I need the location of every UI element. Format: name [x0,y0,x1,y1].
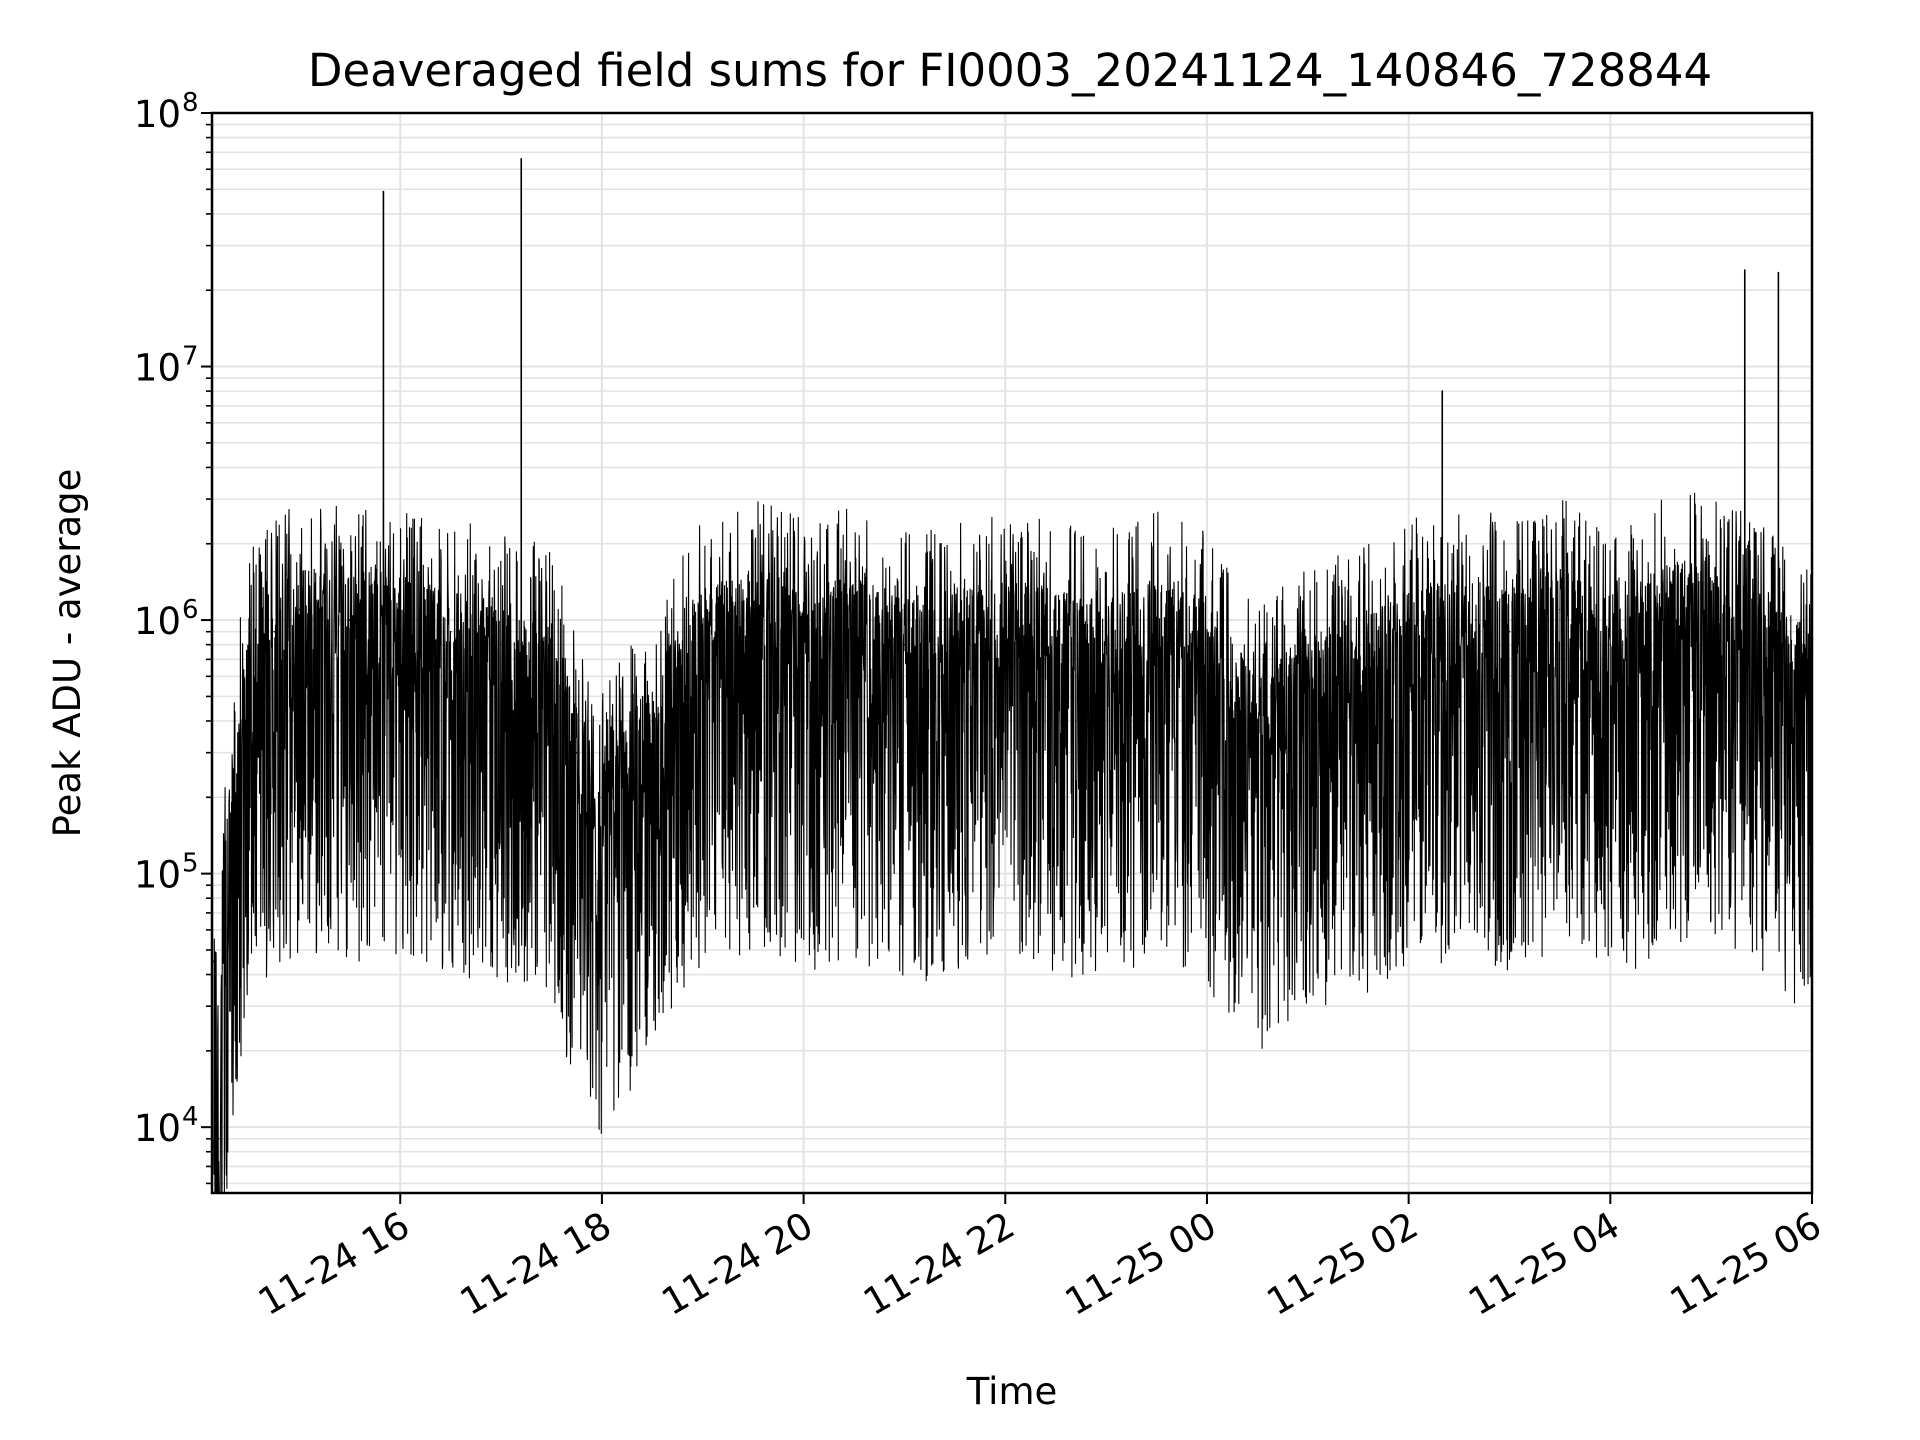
data-point [231,796,233,799]
data-point [903,643,906,646]
series-layer [212,158,1813,1194]
y-tick-exponent: 6 [182,595,199,625]
data-point [1609,643,1612,646]
data-point [449,630,452,633]
y-tick-label: 10 [134,854,181,897]
y-tick-label: 10 [134,93,181,136]
data-point [273,630,276,633]
data-point [1475,619,1477,621]
data-point [223,897,225,899]
data-point [802,630,805,633]
y-tick-exponent: 7 [182,342,199,372]
data-point [1206,643,1208,646]
data-point [1004,619,1007,621]
data-point [1307,675,1309,678]
data-point [550,658,553,661]
data-point [1744,269,1746,271]
y-tick-exponent: 4 [182,1102,199,1132]
data-point [702,630,704,633]
y-tick-label: 10 [134,347,181,390]
data-point [399,619,402,621]
data-point [217,1138,220,1140]
data-point [212,960,215,963]
data-point [1508,630,1511,633]
chart-title: Deaveraged field sums for FI0003_2024112… [308,44,1712,97]
series-line [213,492,1813,1194]
data-point [248,658,250,661]
data-point [1559,608,1561,611]
data-point [651,720,654,722]
data-point [349,619,351,621]
y-tick-exponent: 8 [182,88,199,118]
data-point [954,630,956,633]
data-point [1105,643,1107,646]
data-point [382,190,385,193]
plot-frame [210,111,1814,1195]
data-point [1710,599,1712,601]
data-point [1155,619,1158,621]
data-point [298,608,301,611]
data-point [1441,390,1444,392]
data-point [520,158,522,160]
data-point [601,796,603,799]
y-tick-label: 10 [134,600,181,643]
y-axis-label: Peak ADU - average [46,469,89,838]
data-point [752,608,754,611]
data-point [853,619,855,621]
y-tick-exponent: 5 [182,849,199,879]
data-point [500,643,502,646]
data-point [1357,658,1359,661]
x-axis-label: Time [966,1370,1058,1413]
data-point [1777,271,1780,274]
data-point [1407,630,1410,633]
data-point [1256,720,1259,722]
data-point [1659,608,1662,611]
y-tick-label: 10 [134,1107,181,1150]
data-point [1054,630,1057,633]
data-point [575,751,578,754]
